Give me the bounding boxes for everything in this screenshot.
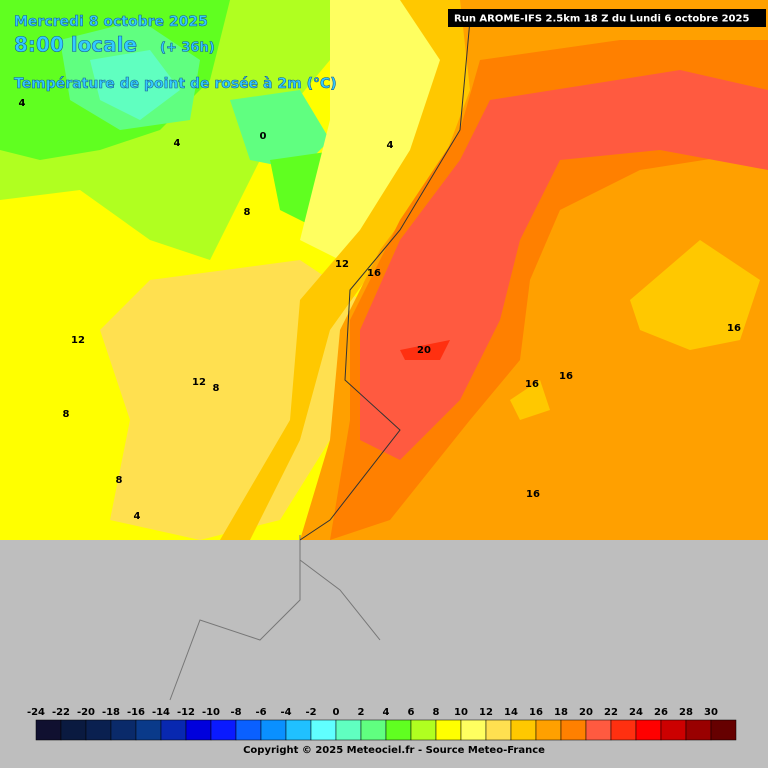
contour-label: 16 — [525, 379, 539, 390]
colorbar-label: -10 — [202, 707, 220, 718]
colorbar-label: 8 — [433, 707, 440, 718]
colorbar-label: -2 — [305, 707, 316, 718]
colorbar-swatch — [460, 719, 487, 741]
colorbar-swatch — [560, 719, 587, 741]
colorbar-swatch — [235, 719, 262, 741]
colorbar-swatch — [535, 719, 562, 741]
contour-label: 20 — [417, 345, 431, 356]
colorbar-swatch — [35, 719, 62, 741]
colorbar-label: -8 — [230, 707, 241, 718]
colorbar-label: 20 — [579, 707, 593, 718]
colorbar-swatch — [635, 719, 662, 741]
colorbar-swatch — [410, 719, 437, 741]
run-box — [448, 9, 766, 27]
colorbar-label: -24 — [27, 707, 45, 718]
colorbar-label: 28 — [679, 707, 693, 718]
colorbar-label: 2 — [358, 707, 365, 718]
colorbar-swatch — [685, 719, 712, 741]
contour-label: 0 — [260, 131, 267, 142]
contour-label: 16 — [367, 268, 381, 279]
colorbar-label: 6 — [408, 707, 415, 718]
colorbar-label: 0 — [333, 707, 340, 718]
colorbar-swatch — [135, 719, 162, 741]
colorbar-label: -12 — [177, 707, 195, 718]
colorbar-swatch — [185, 719, 212, 741]
colorbar-swatch — [160, 719, 187, 741]
colorbar-label: 10 — [454, 707, 468, 718]
colorbar-swatch — [110, 719, 137, 741]
contour-label: 4 — [19, 98, 26, 109]
contour-label: 4 — [387, 140, 394, 151]
colorbar-swatch — [260, 719, 287, 741]
colorbar-swatch — [710, 719, 737, 741]
contour-label: 8 — [63, 409, 70, 420]
contour-label: 16 — [526, 489, 540, 500]
colorbar-swatch — [60, 719, 87, 741]
colorbar-swatch — [585, 719, 612, 741]
colorbar-swatch — [510, 719, 537, 741]
colorbar-swatch — [210, 719, 237, 741]
colorbar-label: -18 — [102, 707, 120, 718]
colorbar-label: 16 — [529, 707, 543, 718]
parameter: Température de point de rosée à 2m (°C) — [14, 76, 337, 92]
contour-label: 8 — [213, 383, 220, 394]
colorbar-label: 14 — [504, 707, 518, 718]
colorbar-swatch — [385, 719, 412, 741]
colorbar-label: -14 — [152, 707, 170, 718]
contour-labels: 4 4 0 4 8 12 16 20 12 12 8 8 8 4 16 16 16 16 — [19, 98, 741, 522]
contour-label: 16 — [559, 371, 573, 382]
colorbar-swatch — [335, 719, 362, 741]
colorbar-label: -20 — [77, 707, 95, 718]
colorbar-swatch — [360, 719, 387, 741]
colorbar-label: -6 — [255, 707, 266, 718]
map-field — [0, 0, 768, 701]
colorbar-label: 22 — [604, 707, 618, 718]
colorbar-label: -4 — [280, 707, 291, 718]
colorbar-swatch — [435, 719, 462, 741]
colorbar-label: 24 — [629, 707, 643, 718]
colorbar-label: 18 — [554, 707, 568, 718]
contour-label: 8 — [244, 207, 251, 218]
colorbar-swatch — [610, 719, 637, 741]
contour-label: 12 — [192, 377, 206, 388]
run-info: Run AROME-IFS 2.5km 18 Z du Lundi 6 octo… — [454, 14, 749, 25]
colorbar-swatch — [660, 719, 687, 741]
colorbar-label: -16 — [127, 707, 145, 718]
colorbar-swatch — [285, 719, 312, 741]
colorbar-label: 26 — [654, 707, 668, 718]
contour-label: 8 — [116, 475, 123, 486]
contour-label: 4 — [134, 511, 141, 522]
colorbar-swatch — [85, 719, 112, 741]
contour-label: 12 — [335, 259, 349, 270]
date: Mercredi 8 octobre 2025 — [14, 14, 208, 30]
contour-label: 16 — [727, 323, 741, 334]
contour-label: 12 — [71, 335, 85, 346]
colorbar-label: 30 — [704, 707, 718, 718]
colorbar-label: 4 — [383, 707, 390, 718]
colorbar-label: 12 — [479, 707, 493, 718]
colorbar: -24 -22 -20 -18 -16 -14 -12 -10 -8 -6 -4 -2 0 2 4 6 8 10 1… — [27, 707, 737, 741]
colorbar-label: -22 — [52, 707, 70, 718]
lead-time: (+ 36h) — [160, 41, 215, 56]
contour-label: 4 — [174, 138, 181, 149]
colorbar-swatch — [310, 719, 337, 741]
colorbar-swatch — [485, 719, 512, 741]
time: 8:00 locale — [14, 33, 137, 57]
copyright: Copyright © 2025 Meteociel.fr - Source M… — [243, 745, 545, 756]
